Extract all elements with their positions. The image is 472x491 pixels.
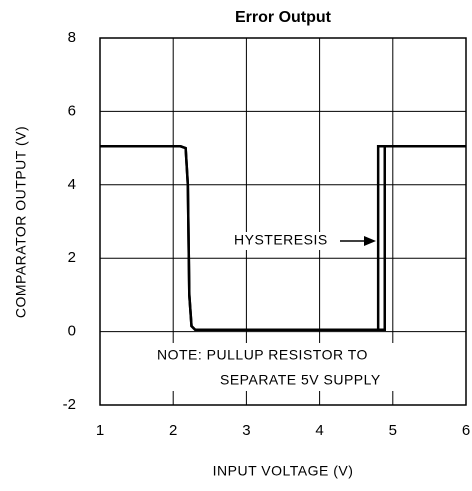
x-tick-label: 5 [389,422,397,439]
note-background [150,343,422,391]
y-tick-label: 8 [68,29,76,46]
grid [99,37,467,406]
y-axis-label: COMPARATOR OUTPUT (V) [13,126,29,318]
chart-title: Error Output [235,9,332,26]
plot-frame [99,37,467,406]
y-tick-label: 0 [68,323,76,340]
x-tick-label: 3 [242,422,250,439]
line-series [100,145,466,332]
x-axis-label: INPUT VOLTAGE (V) [213,463,354,479]
y-tick-label: -2 [63,396,76,413]
note-line-1: NOTE: PULLUP RESISTOR TO [157,347,368,363]
x-tick-label: 1 [96,422,104,439]
hysteresis-background [230,232,340,250]
note-line-2: SEPARATE 5V SUPPLY [220,372,381,388]
hysteresis-label: HYSTERESIS [234,232,328,248]
x-tick-label: 2 [169,422,177,439]
y-tick-label: 2 [68,249,76,266]
x-tick-label: 4 [315,422,323,439]
hysteresis-arrowhead [364,236,376,246]
x-tick-label: 6 [462,422,470,439]
y-tick-label: 6 [68,102,76,119]
y-tick-label: 4 [68,176,76,193]
